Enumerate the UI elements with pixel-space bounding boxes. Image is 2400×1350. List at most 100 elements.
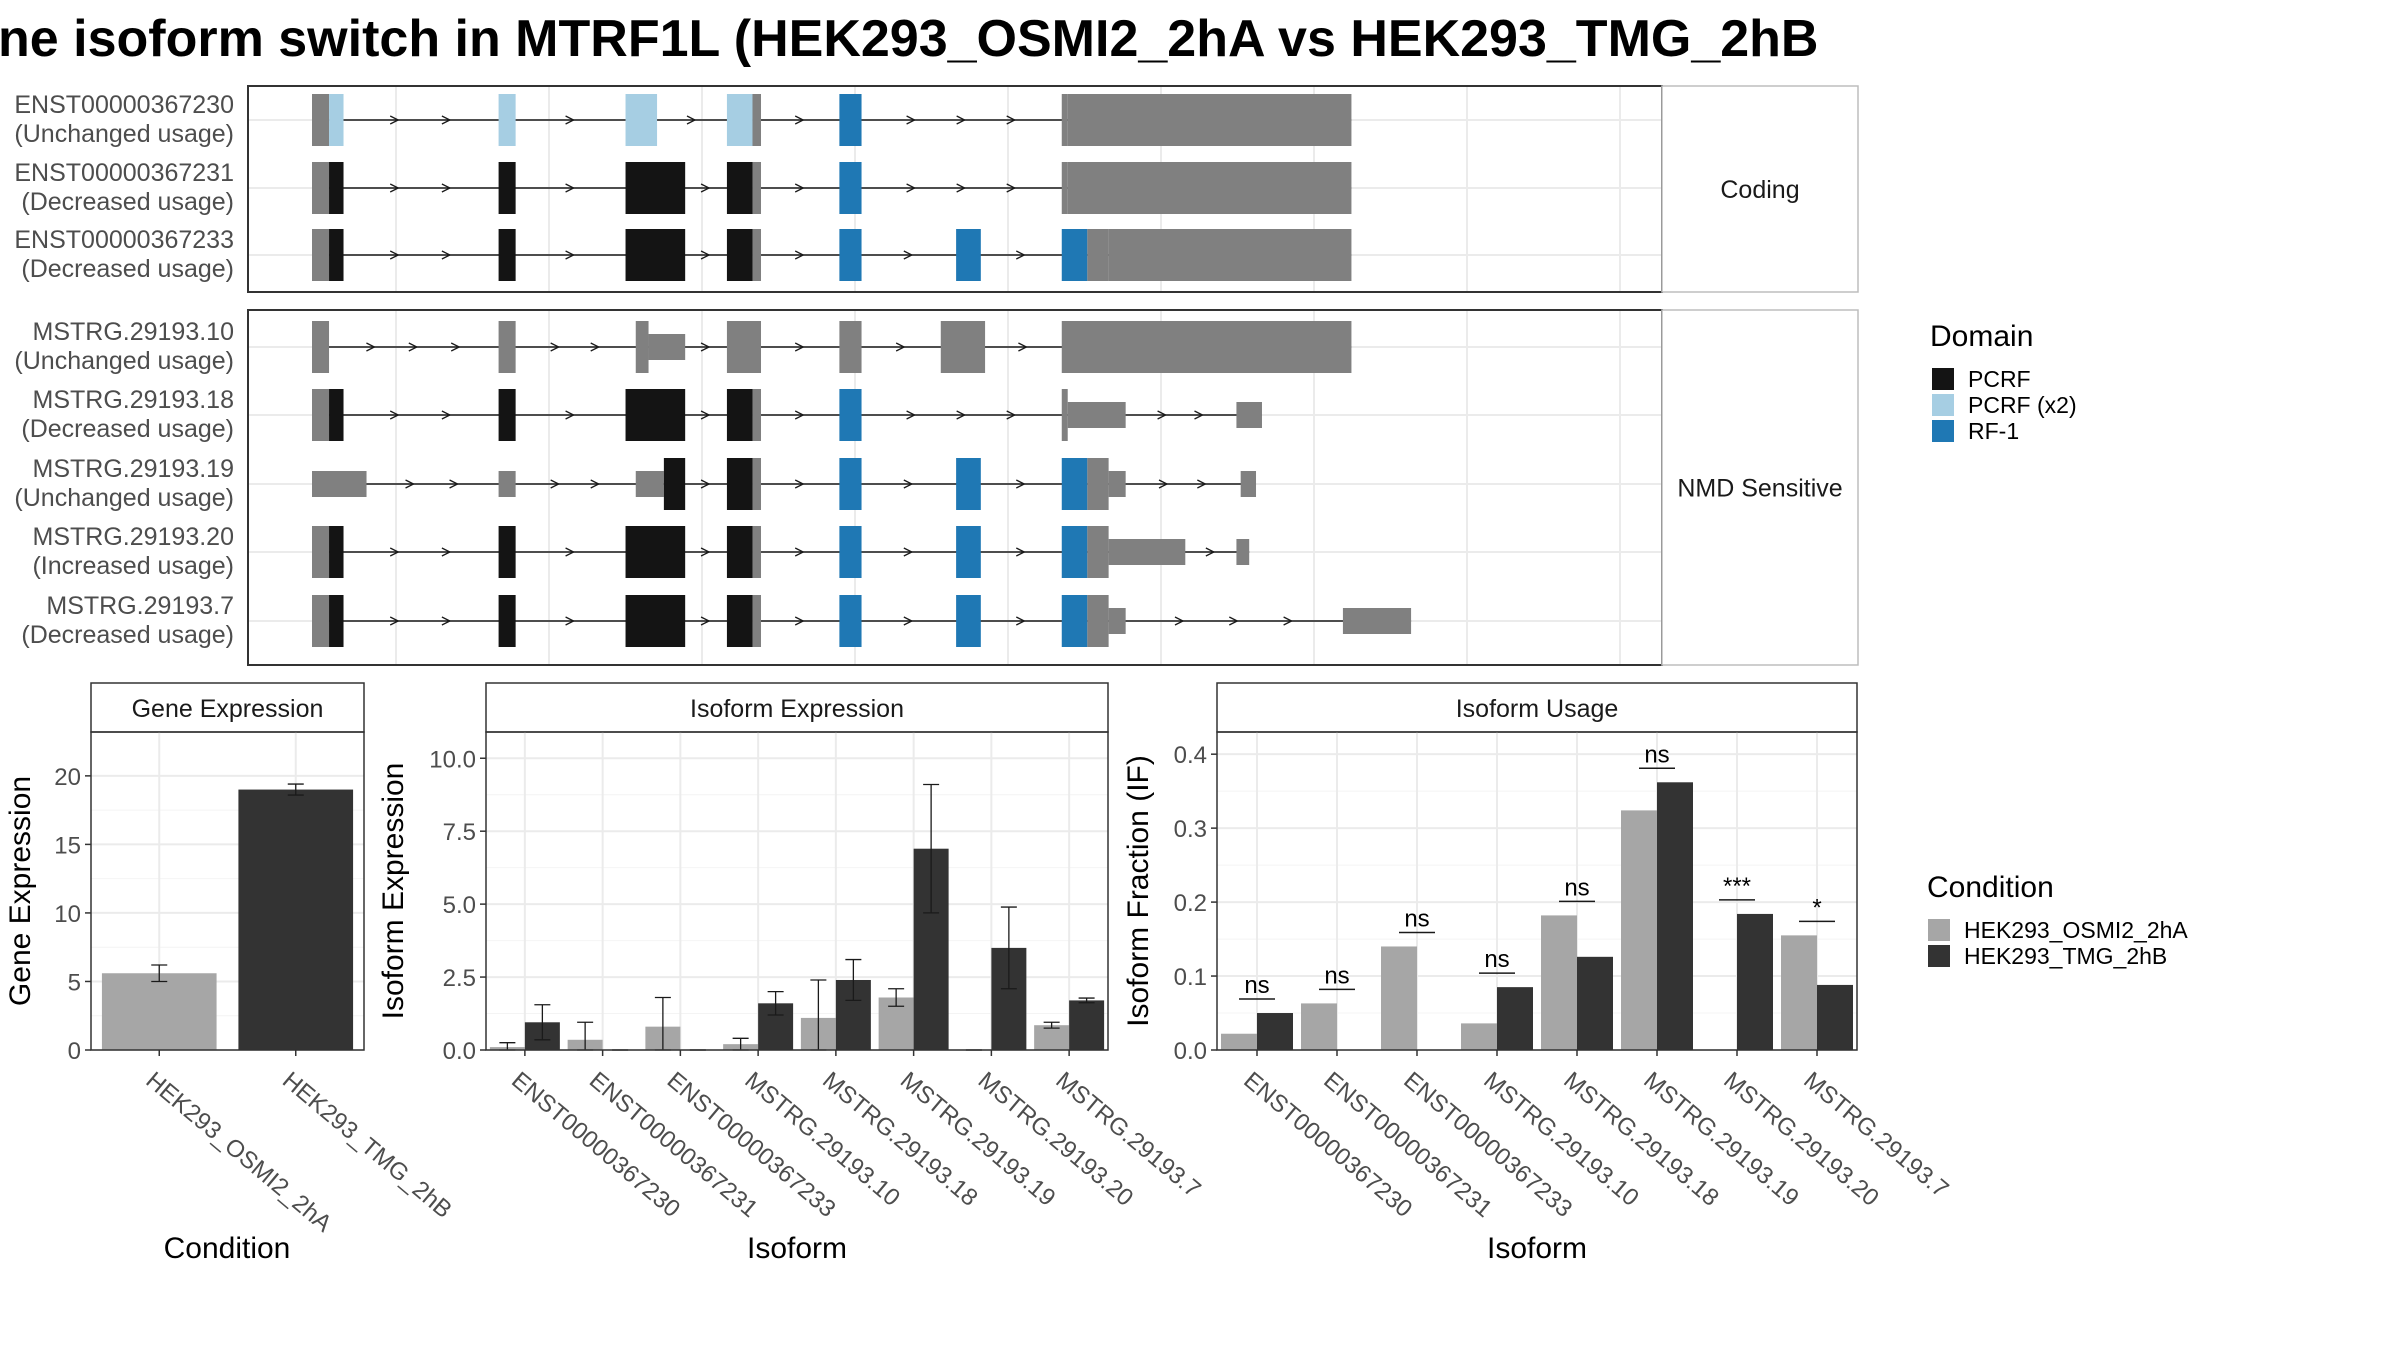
plot-border xyxy=(1216,731,1858,1051)
exon-block xyxy=(956,526,981,578)
significance-label: ns xyxy=(1484,946,1509,973)
exon-block xyxy=(839,595,862,647)
intron-arrow xyxy=(1283,616,1294,626)
significance-label: *** xyxy=(1723,873,1751,900)
exon-block xyxy=(1240,471,1257,497)
exon-block xyxy=(625,389,686,441)
exon-block xyxy=(1087,229,1109,281)
intron-arrow xyxy=(956,410,967,420)
exon-block xyxy=(726,94,753,146)
y-tick-label: 5 xyxy=(68,969,81,996)
exon-block xyxy=(726,526,753,578)
intron-arrow xyxy=(389,410,400,420)
figure-title: ne isoform switch in MTRF1L (HEK293_OSMI… xyxy=(0,10,1818,68)
intron-arrow xyxy=(1015,479,1026,489)
condition-legend-label: HEK293_OSMI2_2hA xyxy=(1964,917,2188,943)
intron-arrow xyxy=(590,479,601,489)
bar xyxy=(1657,782,1693,1050)
exon-block xyxy=(329,595,344,647)
bar xyxy=(1381,946,1417,1050)
exon-block xyxy=(498,162,516,214)
intron-arrow xyxy=(1018,342,1028,352)
bar xyxy=(1781,935,1817,1050)
bar xyxy=(1817,984,1853,1050)
intron-arrow xyxy=(956,183,967,193)
exon-block xyxy=(1087,595,1109,647)
bar xyxy=(101,973,217,1050)
bar xyxy=(1301,1003,1337,1050)
significance-label: * xyxy=(1812,894,1821,921)
exon-block xyxy=(752,389,762,441)
intron-arrow xyxy=(1015,616,1026,626)
condition-legend-swatch xyxy=(1928,945,1950,967)
transcript-id-label: ENST00000367231 xyxy=(14,159,234,187)
intron-arrow xyxy=(1015,250,1026,260)
exon-block xyxy=(839,94,862,146)
exon-block xyxy=(752,94,762,146)
y-tick-label: 0.2 xyxy=(1174,890,1207,917)
intron-arrow xyxy=(389,250,400,260)
exon-block xyxy=(635,471,664,497)
exon-block xyxy=(648,334,686,360)
intron-arrow xyxy=(956,115,967,125)
y-tick-label: 2.5 xyxy=(443,965,476,992)
exon-block xyxy=(726,321,762,373)
intron-arrow xyxy=(794,183,805,193)
intron-arrow xyxy=(700,410,711,420)
exon-block xyxy=(329,162,344,214)
exon-block xyxy=(1061,162,1068,214)
facet-label: Coding xyxy=(1720,176,1799,204)
intron-arrow xyxy=(700,616,711,626)
y-axis-title: Isoform Expression xyxy=(377,763,410,1020)
intron-arrow xyxy=(1158,479,1169,489)
intron-arrow xyxy=(794,342,805,352)
significance-label: ns xyxy=(1404,905,1429,932)
exon-block xyxy=(312,595,330,647)
significance-label: ns xyxy=(1564,874,1589,901)
facet-strip xyxy=(1661,309,1859,666)
plot-border xyxy=(485,731,1109,1051)
domain-legend-title: Domain xyxy=(1930,320,2033,353)
exon-block xyxy=(839,321,862,373)
exon-block xyxy=(1108,608,1126,634)
intron-arrow xyxy=(389,616,400,626)
intron-arrow xyxy=(565,250,576,260)
intron-arrow xyxy=(1197,479,1207,489)
intron-arrow xyxy=(441,183,452,193)
transcript-usage-label: (Unchanged usage) xyxy=(14,347,234,375)
exon-block xyxy=(1087,526,1109,578)
exon-block xyxy=(312,229,330,281)
domain-legend-swatch xyxy=(1932,394,1954,416)
intron-arrow xyxy=(794,250,805,260)
significance-label: ns xyxy=(1324,962,1349,989)
significance-label: ns xyxy=(1244,972,1269,999)
intron-arrow xyxy=(389,115,400,125)
plot-strip-title: Isoform Usage xyxy=(1456,695,1619,723)
intron-arrow xyxy=(550,479,561,489)
bar xyxy=(1621,810,1657,1050)
bar xyxy=(1461,1023,1497,1050)
exon-block xyxy=(329,526,344,578)
intron-arrow xyxy=(565,616,576,626)
intron-arrow xyxy=(389,183,400,193)
significance-label: ns xyxy=(1644,741,1669,768)
exon-block xyxy=(498,229,516,281)
transcript-usage-label: (Unchanged usage) xyxy=(14,120,234,148)
exon-block xyxy=(726,389,753,441)
exon-block xyxy=(625,94,658,146)
exon-block xyxy=(1061,321,1352,373)
exon-block xyxy=(752,526,762,578)
intron-arrow xyxy=(1006,115,1017,125)
y-tick-label: 10 xyxy=(54,901,81,928)
transcript-usage-label: (Increased usage) xyxy=(32,552,234,580)
intron-arrow xyxy=(906,183,917,193)
exon-block xyxy=(956,229,981,281)
domain-legend-swatch xyxy=(1932,368,1954,390)
transcript-id-label: MSTRG.29193.10 xyxy=(33,318,235,346)
exon-block xyxy=(1061,229,1088,281)
exon-block xyxy=(498,94,516,146)
intron-arrow xyxy=(389,547,400,557)
intron-arrow xyxy=(565,547,576,557)
y-axis-title: Isoform Fraction (IF) xyxy=(1122,755,1155,1027)
